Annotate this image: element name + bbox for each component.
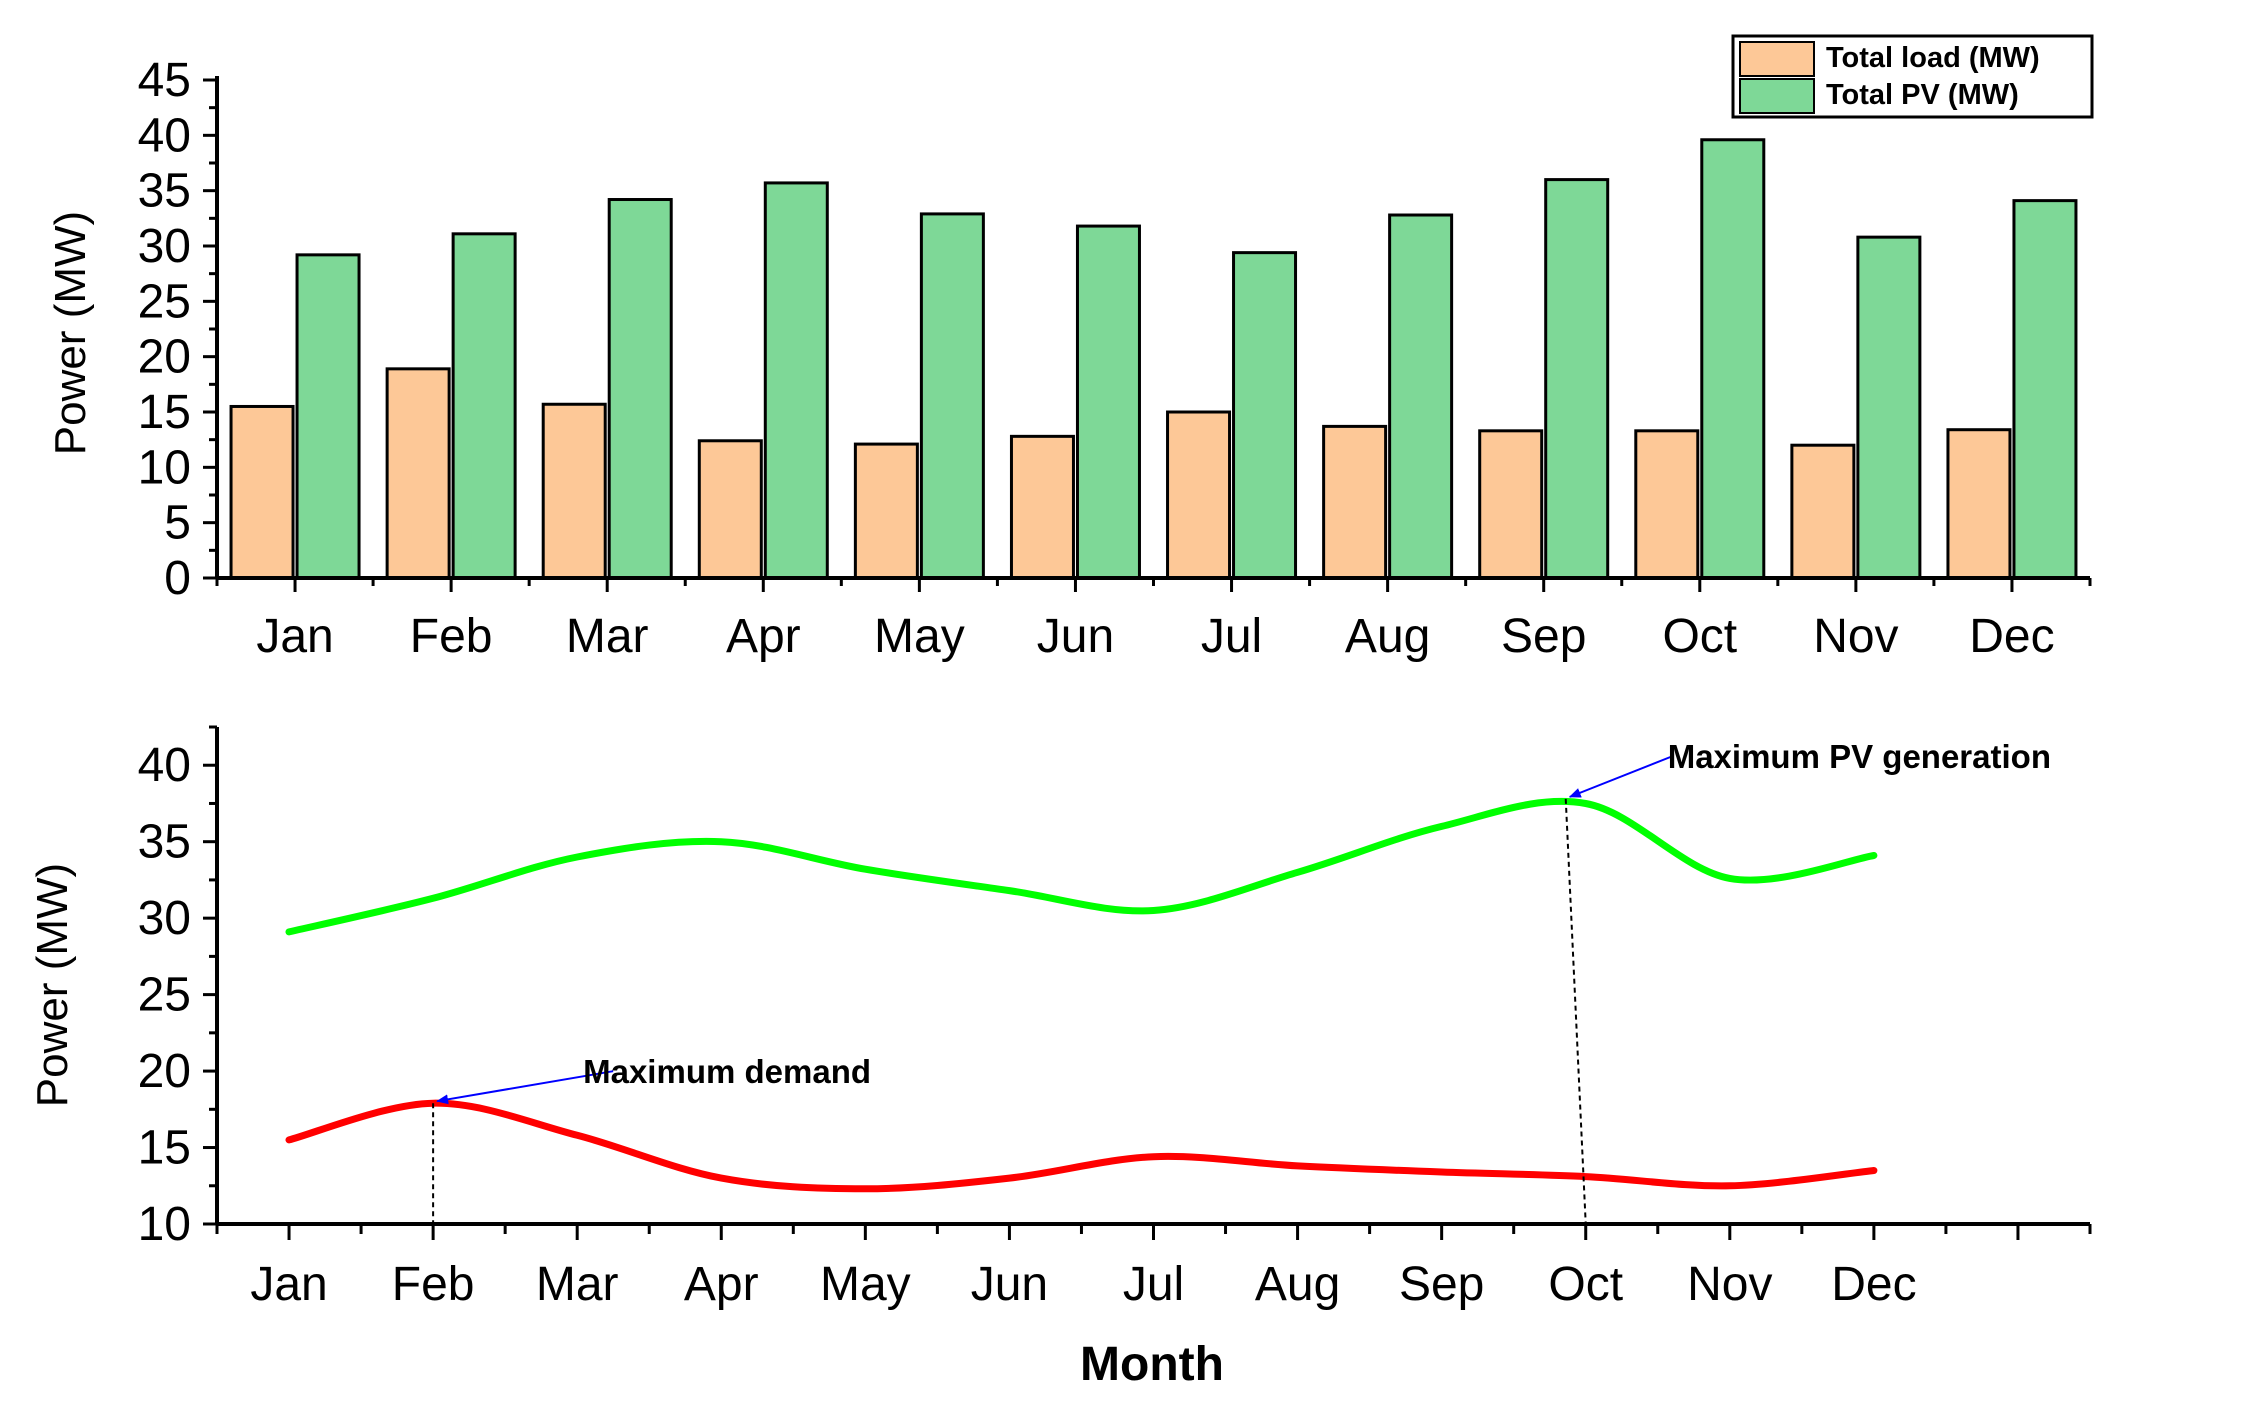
line-chart-x-tick-label-jul: Jul (1123, 1258, 1184, 1311)
line-chart-y-tick-label: 40 (138, 739, 191, 792)
max-demand-label: Maximum demand (583, 1053, 871, 1090)
bar-total-load-mw-mar (541, 402, 607, 580)
bar-total-pv-mw-jun (1075, 224, 1141, 580)
line-chart-x-tick-label-feb: Feb (392, 1258, 475, 1311)
bar-chart-bars (229, 138, 2078, 580)
line-chart-y-tick-label: 20 (138, 1045, 191, 1098)
line-chart-y-tick-label: 30 (138, 892, 191, 945)
line-chart-x-tick-label-aug: Aug (1255, 1258, 1340, 1311)
bar-chart-x-tick-label-jan: Jan (256, 610, 333, 663)
bar-total-load-mw-feb (385, 367, 451, 580)
line-chart-x-tick-label-apr: Apr (684, 1258, 759, 1311)
max-pv-dropline (1564, 798, 1587, 1225)
bar-chart-x-tick-label-aug: Aug (1345, 610, 1430, 663)
bar-total-pv-mw-dec (2012, 199, 2078, 580)
bar-total-pv-mw-nov (1856, 235, 1922, 580)
legend-label-total-load: Total load (MW) (1826, 42, 2040, 74)
line-series-total-load (285, 1099, 1878, 1193)
bar-chart-y-tick-label: 25 (138, 275, 191, 328)
bar-total-load-mw-aug (1322, 424, 1388, 580)
bar-chart-x-tick-label-dec: Dec (1969, 610, 2054, 663)
bar-chart-x-tick-label-feb: Feb (410, 610, 493, 663)
line-chart-x-axis-title: Month (1080, 1338, 1224, 1391)
bar-chart-y-tick-label: 35 (138, 165, 191, 218)
bar-chart-y-tick-label: 10 (138, 441, 191, 494)
bar-chart-y-tick-label: 30 (138, 220, 191, 273)
line-chart-y-tick-label: 10 (138, 1198, 191, 1251)
bar-chart-x-tick-label-sep: Sep (1501, 610, 1586, 663)
bar-chart-y-tick-label: 0 (164, 552, 191, 605)
line-chart-x-tick-label-jan: Jan (250, 1258, 327, 1311)
line-chart-x-tick-label-nov: Nov (1687, 1258, 1772, 1311)
legend-swatch-total-pv (1739, 78, 1815, 114)
bar-chart-y-tick-label: 20 (138, 331, 191, 384)
line-chart-x-tick-label-oct: Oct (1548, 1258, 1623, 1311)
bar-total-load-mw-apr (697, 439, 763, 580)
bar-total-load-mw-oct (1634, 429, 1700, 580)
line-chart-series (285, 797, 1878, 1193)
line-chart-x-tick-label-mar: Mar (536, 1258, 619, 1311)
bar-chart-x-tick-label-jun: Jun (1037, 610, 1114, 663)
bar-total-pv-mw-mar (607, 198, 673, 580)
bar-total-pv-mw-jan (295, 253, 361, 580)
bar-chart-x-tick-label-nov: Nov (1813, 610, 1898, 663)
max-pv-label: Maximum PV generation (1668, 738, 2051, 775)
bar-chart-x-tick-label-may: May (874, 610, 965, 663)
legend-swatch-total-load (1739, 41, 1815, 77)
line-chart-y-axis-title: Power (MW) (28, 863, 77, 1107)
legend-label-total-pv: Total PV (MW) (1826, 79, 2019, 111)
line-chart-annotations: Maximum demand Maximum PV generation (432, 738, 2051, 1225)
bar-chart-y-tick-label: 5 (164, 497, 191, 550)
bar-total-load-mw-jun (1009, 434, 1075, 580)
bar-total-pv-mw-feb (451, 232, 517, 580)
bar-chart-x-tick-label-oct: Oct (1662, 610, 1737, 663)
bar-total-pv-mw-oct (1700, 138, 1766, 580)
bar-total-load-mw-nov (1790, 443, 1856, 580)
line-chart-y-tick-label: 15 (138, 1122, 191, 1175)
line-chart-x-tick-label-sep: Sep (1399, 1258, 1484, 1311)
line-chart-axes: 10 15 20 25 30 35 40 Jan Feb Mar Apr May Jun Jul Aug Se… (138, 725, 2092, 1311)
bar-total-load-mw-may (853, 442, 919, 580)
line-chart: 10 15 20 25 30 35 40 Jan Feb Mar Apr May Jun Jul Aug Se… (28, 725, 2092, 1391)
bar-chart-y-tick-label: 45 (138, 54, 191, 107)
bar-total-pv-mw-sep (1544, 178, 1610, 580)
bar-chart-x-tick-label-apr: Apr (726, 610, 801, 663)
bar-total-load-mw-dec (1946, 428, 2012, 580)
bar-total-load-mw-sep (1478, 429, 1544, 580)
bar-total-pv-mw-apr (763, 181, 829, 580)
line-series-total-pv (285, 797, 1878, 936)
line-chart-x-tick-label-jun: Jun (971, 1258, 1048, 1311)
bar-total-pv-mw-aug (1388, 213, 1454, 580)
bar-chart-legend: Total load (MW) Total PV (MW) (1731, 34, 2094, 119)
bar-total-pv-mw-may (919, 212, 985, 580)
bar-chart-y-tick-label: 40 (138, 109, 191, 162)
bar-chart-y-axis-title: Power (MW) (46, 211, 95, 455)
bar-chart-x-tick-label-mar: Mar (566, 610, 649, 663)
bar-total-load-mw-jul (1166, 410, 1232, 580)
bar-total-load-mw-jan (229, 404, 295, 580)
max-demand-arrow (436, 1070, 614, 1105)
bar-total-pv-mw-jul (1232, 251, 1298, 580)
line-chart-x-tick-label-may: May (820, 1258, 911, 1311)
bar-chart-x-tick-label-jul: Jul (1201, 610, 1262, 663)
line-chart-y-tick-label: 25 (138, 969, 191, 1022)
line-chart-y-tick-label: 35 (138, 816, 191, 869)
max-pv-arrow (1568, 755, 1672, 798)
bar-chart-y-tick-label: 15 (138, 386, 191, 439)
line-chart-x-tick-label-dec: Dec (1831, 1258, 1916, 1311)
